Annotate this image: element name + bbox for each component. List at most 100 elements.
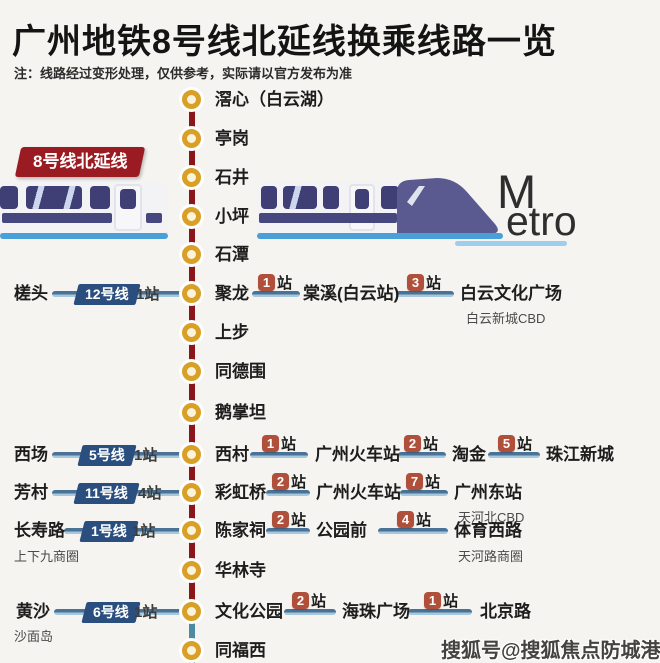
stop-count-unit: 站: [291, 474, 307, 491]
page-title: 广州地铁8号线北延线换乘线路一览: [12, 23, 557, 61]
train-door-window: [355, 189, 369, 209]
transfer-line: [284, 609, 336, 615]
station-marker: [182, 284, 201, 303]
station-marker: [182, 323, 201, 342]
spine-station-label: 小坪: [215, 207, 249, 226]
transfer-station-label: 广州火车站: [316, 483, 401, 502]
train-window: [323, 186, 339, 209]
transfer-line: [250, 452, 308, 458]
train-window: [26, 186, 82, 209]
station-marker: [182, 362, 201, 381]
spine-station-label: 华林寺: [215, 561, 266, 580]
transfer-station-label: 公园前: [316, 521, 367, 540]
transfer-line: [488, 452, 540, 458]
spine-station-label: 石潭: [215, 245, 249, 264]
transfer-station-label: 广州东站: [454, 483, 522, 502]
stop-count-number: 4: [397, 511, 414, 528]
district-sublabel: 白云新城CBD: [466, 311, 546, 326]
station-marker: [182, 602, 201, 621]
metro-logo: M: [497, 165, 537, 218]
station-marker: [182, 168, 201, 187]
transfer-line: [400, 490, 448, 496]
train-body-stripe: [146, 213, 162, 223]
stop-count-number: 2: [292, 592, 309, 609]
station-marker: [182, 521, 201, 540]
station-marker: [182, 403, 201, 422]
spine-station-label: 鹅掌坦: [215, 403, 266, 422]
transfer-station-label: 广州火车站: [315, 445, 400, 464]
spine-station-label: 同福西: [215, 641, 266, 660]
train-door: [349, 184, 375, 231]
line-number-badge: 11号线: [73, 483, 140, 504]
train-body-stripe: [2, 213, 112, 223]
transfer-station-label: 体育西路: [454, 521, 522, 540]
line8-extension-badge-label: 8号线北延线: [33, 152, 128, 171]
stop-count-unit: 站: [291, 512, 307, 529]
stop-count-unit: 站: [426, 275, 442, 292]
transfer-line: [266, 528, 310, 534]
district-sublabel: 天河路商圈: [458, 549, 524, 564]
transfer-station-label: 淘金: [452, 445, 486, 464]
stop-count-label: 1站: [132, 523, 156, 540]
line-number-label: 1号线: [91, 523, 127, 539]
line-number-label: 6号线: [93, 604, 129, 620]
train-window: [381, 186, 399, 209]
stop-count-number: 1: [424, 592, 441, 609]
stop-count-number: 5: [498, 435, 515, 452]
train-nose: [397, 178, 498, 234]
stop-count-unit: 站: [425, 474, 441, 491]
stop-count-number: 1: [258, 274, 275, 291]
line-number-badge: 12号线: [73, 284, 141, 305]
spine-station-label: 滘心（白云湖）: [215, 90, 334, 109]
train-body-stripe: [259, 213, 397, 223]
track-line-light: [455, 241, 567, 246]
line-number-label: 11号线: [85, 485, 128, 501]
train-window: [0, 186, 18, 209]
transfer-line: [408, 609, 472, 615]
transfer-line: [398, 452, 446, 458]
train-head-car-illustration: [257, 178, 569, 250]
train-window: [283, 186, 317, 209]
stop-count-number: 2: [404, 435, 421, 452]
stop-count-unit: 站: [423, 436, 439, 453]
line-number-label: 5号线: [89, 447, 125, 463]
stop-count-label: 1站: [134, 604, 158, 621]
station-marker: [182, 90, 201, 109]
transfer-line: [396, 291, 454, 297]
station-marker: [182, 483, 201, 502]
transfer-station-label: 北京路: [480, 602, 531, 621]
disclaimer-note: 注：线路经过变形处理，仅供参考，实际请以官方发布为准: [14, 66, 353, 81]
stop-count-label: 4站: [138, 485, 162, 502]
transfer-line: [252, 291, 300, 297]
stop-count-unit: 站: [517, 436, 533, 453]
stop-count-unit: 站: [443, 593, 459, 610]
stop-count-unit: 站: [281, 436, 297, 453]
terminal-station-label: 西场: [14, 445, 48, 464]
station-marker: [182, 445, 201, 464]
track-line: [0, 233, 168, 239]
spine-station-label: 亭岗: [215, 129, 249, 148]
train-door: [114, 184, 142, 231]
transfer-station-label: 海珠广场: [342, 602, 410, 621]
spine-station-label: 文化公园: [215, 602, 283, 621]
transfer-line: [266, 490, 310, 496]
train-window: [261, 186, 277, 209]
stop-count-number: 3: [407, 274, 424, 291]
transfer-line: [378, 528, 448, 534]
transfer-station-label: 白云文化广场: [460, 284, 562, 303]
train-left-car-illustration: [0, 182, 170, 246]
line8-north-extension-line: [189, 100, 195, 612]
terminal-station-label: 长寿路: [14, 521, 65, 540]
spine-station-label: 陈家祠: [215, 521, 266, 540]
district-sublabel: 天河北CBD: [458, 510, 525, 525]
